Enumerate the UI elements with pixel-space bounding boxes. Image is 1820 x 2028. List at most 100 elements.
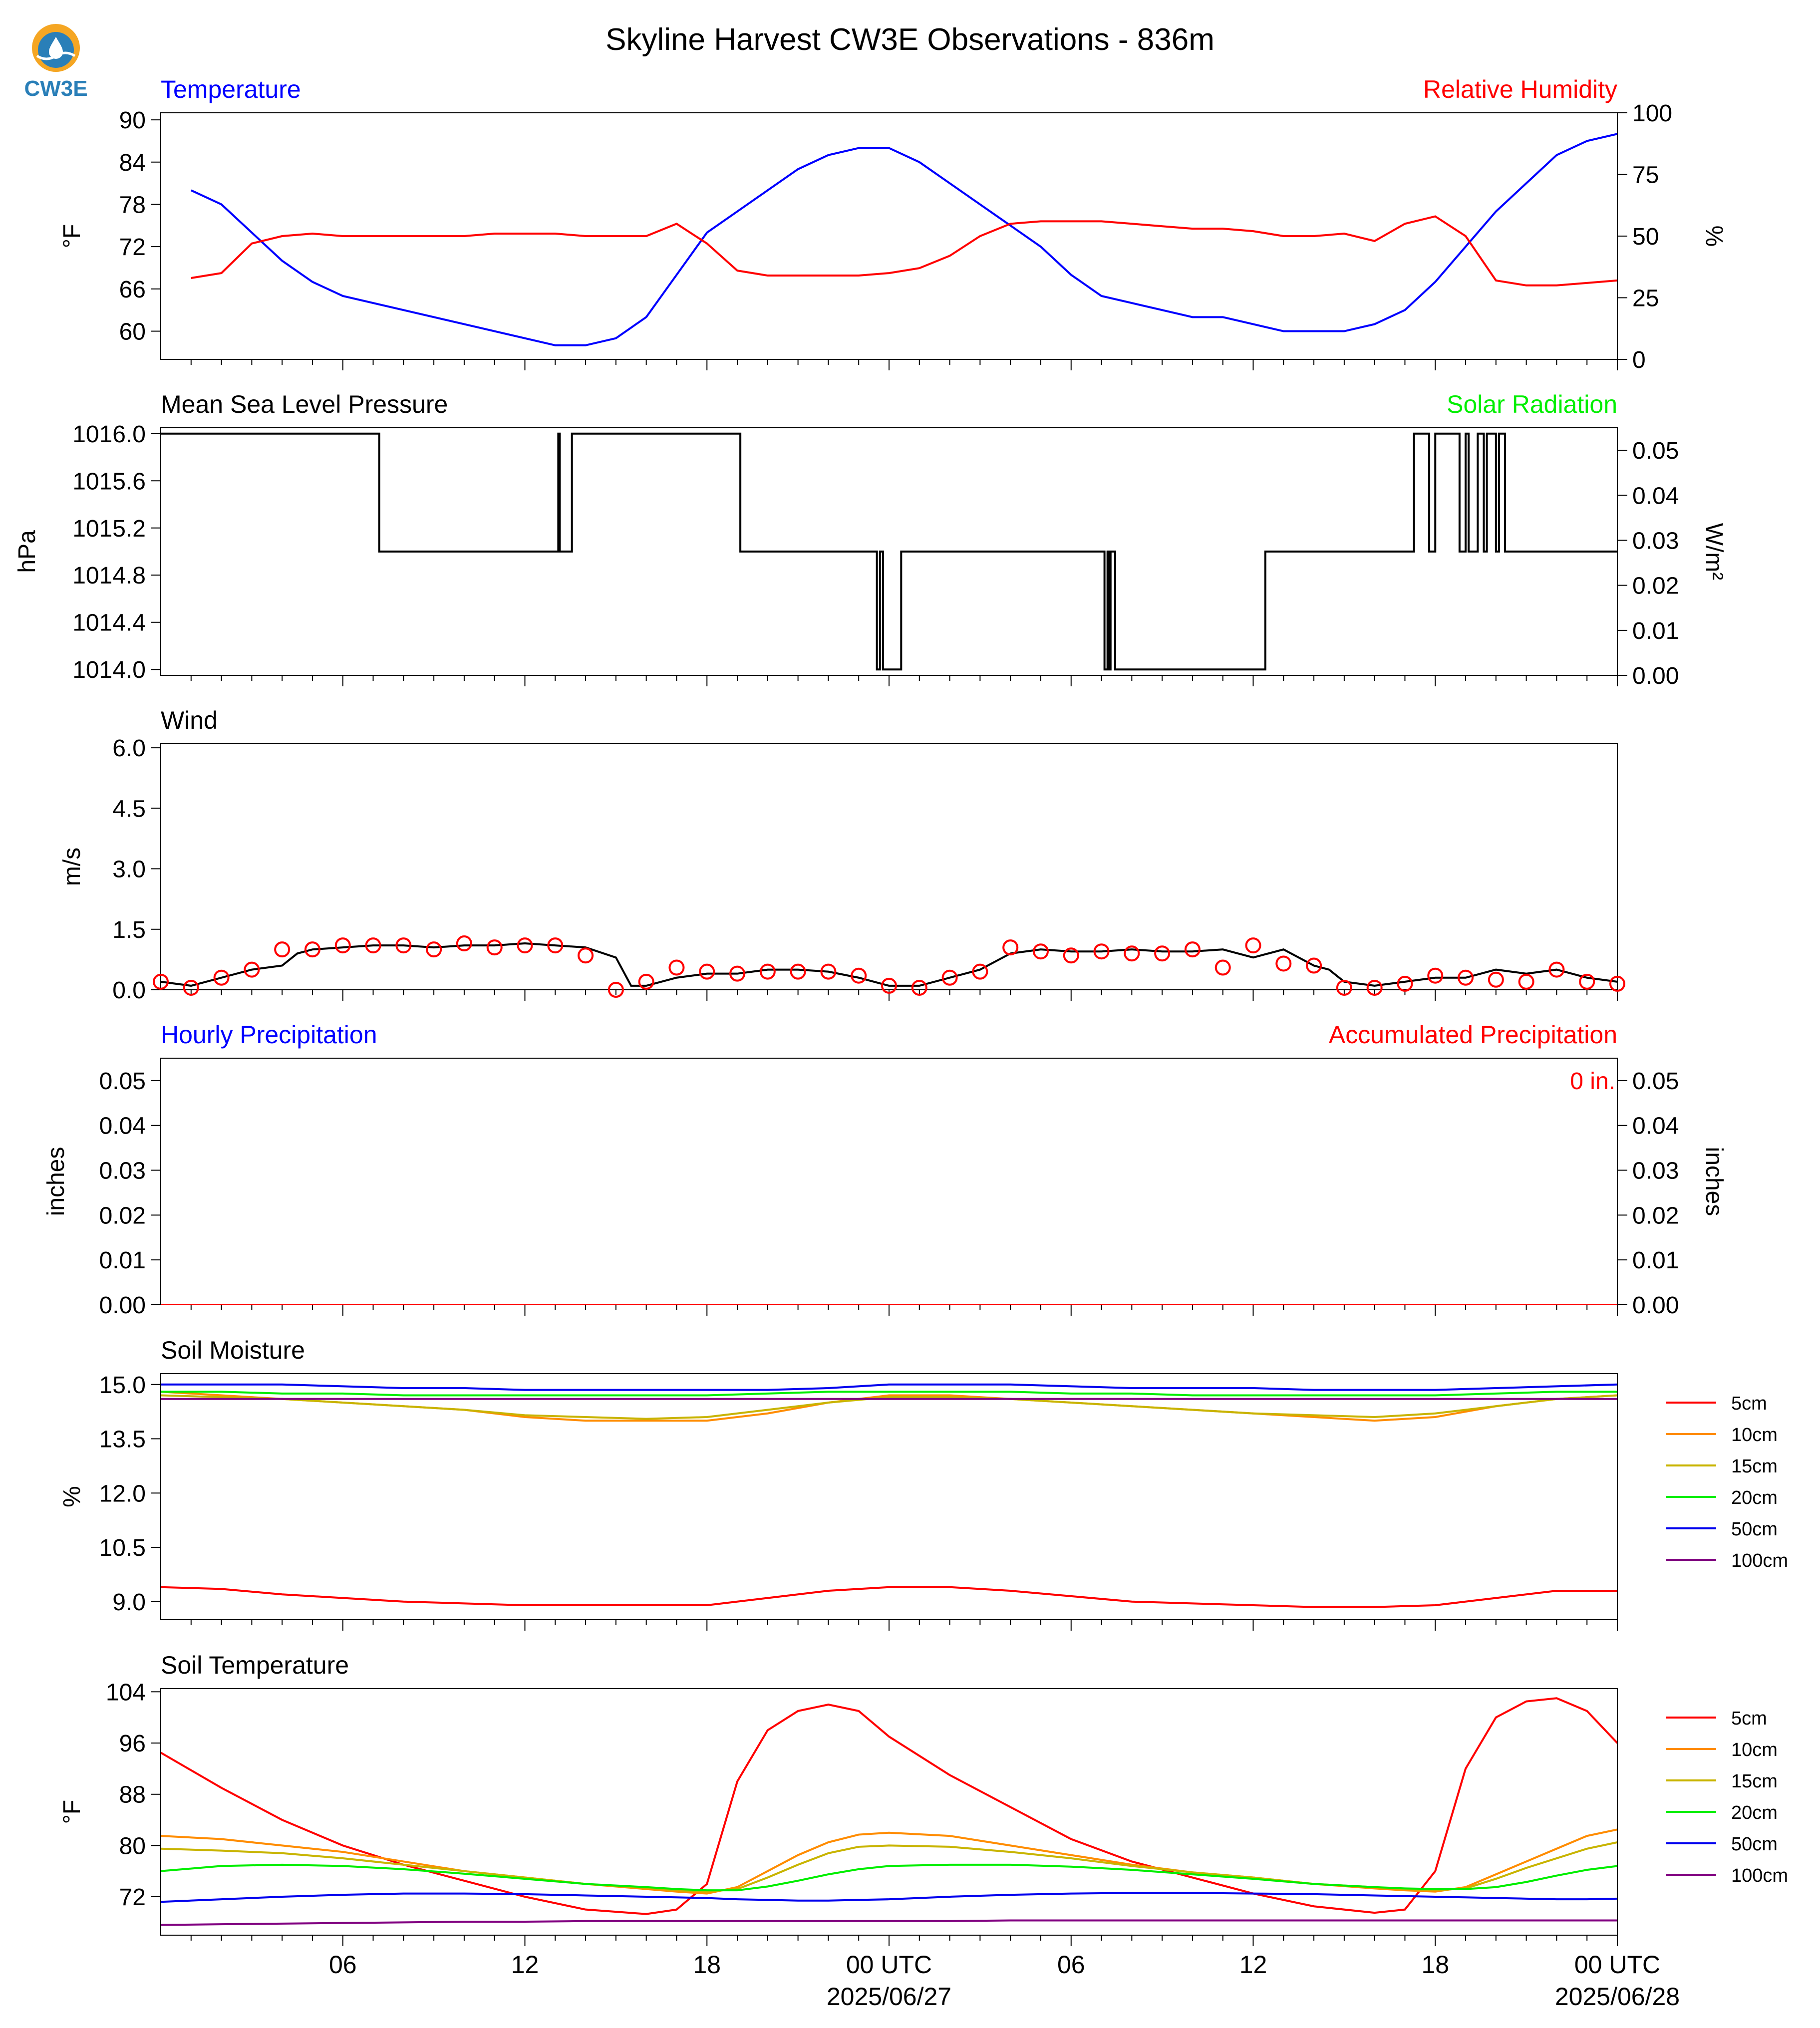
legend: 5cm 10cm 15cm 20cm 50cm 100cm xyxy=(1666,1708,1788,1886)
wind-gust-marker xyxy=(851,967,867,984)
y-axis-label: °F xyxy=(59,1800,85,1824)
legend-label: 20cm xyxy=(1731,1802,1778,1823)
wind-gust-marker xyxy=(699,963,715,980)
legend-label: 15cm xyxy=(1731,1456,1778,1477)
panel-2: Wind 0.0 1.5 3.0 4.5 6.0 m/s xyxy=(59,706,1625,1004)
y-tick-label: 72 xyxy=(119,234,146,261)
wind-gust-marker xyxy=(972,963,988,980)
wind-gust-marker xyxy=(578,947,594,964)
series-line-20cm xyxy=(161,1863,1617,1892)
wind-gust-marker xyxy=(1275,955,1292,972)
wind-gust-marker xyxy=(1488,971,1504,988)
panel-5: Soil Temperature 72 80 88 96 104 °F 5cm 10cm 15cm… xyxy=(59,1651,1788,1946)
y-tick-label: 72 xyxy=(119,1884,146,1911)
legend-label: 100cm xyxy=(1731,1550,1788,1571)
y-tick-label-right: 0.03 xyxy=(1632,528,1679,554)
panel-title-left: Mean Sea Level Pressure xyxy=(161,390,448,418)
series-line-relative-humidity xyxy=(191,215,1617,287)
shared-x-axis: 06 12 18 00 UTC 06 12 18 00 UTC 2025/06/27 2025/0… xyxy=(329,1951,1680,2011)
series-line-15cm xyxy=(161,1394,1617,1420)
plot-frame xyxy=(160,1688,1618,1936)
panel-title-left: Temperature xyxy=(161,75,301,103)
y-tick-label: 15.0 xyxy=(99,1372,146,1399)
panel-1: Mean Sea Level Pressure Solar Radiation 10… xyxy=(14,390,1727,689)
y-tick-label-right: 0.01 xyxy=(1632,618,1679,644)
y-tick-label-right: 0 xyxy=(1632,347,1646,373)
wind-gust-marker xyxy=(1518,973,1534,990)
wind-gust-marker xyxy=(790,963,806,980)
y-tick-label-right: 100 xyxy=(1632,100,1672,127)
panel-0: Temperature Relative Humidity 60 66 72 78 84 90… xyxy=(59,75,1727,373)
y-tick-label: 9.0 xyxy=(112,1589,146,1616)
y-tick-label-right: 0.02 xyxy=(1632,573,1679,599)
y-tick-label: 0.0 xyxy=(112,977,146,1004)
series-line-50cm xyxy=(161,1383,1617,1391)
y-tick-label: 1014.0 xyxy=(72,657,146,683)
wind-gust-marker xyxy=(1154,945,1171,962)
accumulated-total-label: 0 in. xyxy=(1570,1068,1615,1095)
x-tick-label: 12 xyxy=(511,1951,539,1979)
y-tick-label: 0.00 xyxy=(99,1292,146,1319)
y-tick-label: 60 xyxy=(119,319,146,345)
wind-gust-marker xyxy=(1214,959,1231,976)
x-tick-label: 12 xyxy=(1239,1951,1267,1979)
legend-label: 5cm xyxy=(1731,1708,1767,1729)
wind-gust-marker xyxy=(426,941,442,958)
wind-gust-marker xyxy=(456,935,472,952)
wind-gust-marker xyxy=(334,937,351,954)
cw3e-logo: CW3E xyxy=(24,24,88,101)
x-tick-label: 00 UTC xyxy=(1574,1951,1660,1979)
y-tick-label-right: 0.05 xyxy=(1632,1068,1679,1095)
wind-gust-marker xyxy=(1366,979,1383,996)
wind-gust-marker xyxy=(1063,947,1079,964)
series-line-wind xyxy=(161,942,1617,987)
x-tick-label: 06 xyxy=(1057,1951,1085,1979)
y-axis-label-right: W/m² xyxy=(1701,523,1727,580)
y-tick-label: 1015.6 xyxy=(72,468,146,495)
panels: Temperature Relative Humidity 60 66 72 78 84 90… xyxy=(14,75,1788,1946)
series-line-5cm xyxy=(161,1586,1617,1608)
y-tick-label: 3.0 xyxy=(112,857,146,883)
y-tick-label-right: 25 xyxy=(1632,286,1659,312)
wind-gust-marker xyxy=(759,963,776,980)
y-tick-label: 1014.8 xyxy=(72,563,146,589)
y-axis-label: inches xyxy=(43,1147,69,1216)
x-tick-label: 18 xyxy=(1421,1951,1449,1979)
panel-title-right: Accumulated Precipitation xyxy=(1329,1021,1617,1049)
series-line-100cm xyxy=(161,1919,1617,1926)
legend-label: 10cm xyxy=(1731,1739,1778,1760)
panel-title-right: Solar Radiation xyxy=(1447,390,1617,418)
series-line-50cm xyxy=(161,1892,1617,1903)
legend-label: 20cm xyxy=(1731,1487,1778,1508)
wind-gust-marker xyxy=(638,973,654,990)
y-tick-label-right: 0.05 xyxy=(1632,438,1679,464)
wind-gust-marker xyxy=(729,965,746,982)
x-date-label: 2025/06/28 xyxy=(1555,1983,1680,2011)
x-date-label: 2025/06/27 xyxy=(827,1983,951,2011)
wind-gust-marker xyxy=(1548,961,1565,978)
y-tick-label: 1015.2 xyxy=(72,516,146,542)
wind-gust-marker xyxy=(304,941,320,958)
panel-title-right: Relative Humidity xyxy=(1423,75,1617,103)
y-tick-label: 4.5 xyxy=(112,796,146,822)
wind-gust-marker xyxy=(881,977,897,994)
panel-title-left: Wind xyxy=(161,706,218,734)
wind-gust-marker xyxy=(244,961,260,978)
wind-gust-marker xyxy=(1124,945,1140,962)
y-tick-label: 1.5 xyxy=(112,917,146,943)
panel-4: Soil Moisture 9.0 10.5 12.0 13.5 15.0% 5cm 10cm… xyxy=(59,1336,1788,1631)
legend: 5cm 10cm 15cm 20cm 50cm 100cm xyxy=(1666,1393,1788,1571)
wind-gust-marker xyxy=(486,939,503,956)
figure-title: Skyline Harvest CW3E Observations - 836m xyxy=(606,22,1214,57)
y-tick-label: 0.04 xyxy=(99,1113,146,1140)
series-line-5cm xyxy=(161,1697,1617,1915)
legend-label: 15cm xyxy=(1731,1771,1778,1792)
y-axis-label: °F xyxy=(59,224,85,249)
y-tick-label-right: 0.00 xyxy=(1632,1292,1679,1319)
y-tick-label: 88 xyxy=(119,1782,146,1808)
y-tick-label: 78 xyxy=(119,192,146,218)
y-tick-label: 12.0 xyxy=(99,1480,146,1507)
plot-frame xyxy=(160,1373,1618,1620)
y-tick-label: 90 xyxy=(119,107,146,134)
legend-label: 50cm xyxy=(1731,1834,1778,1855)
